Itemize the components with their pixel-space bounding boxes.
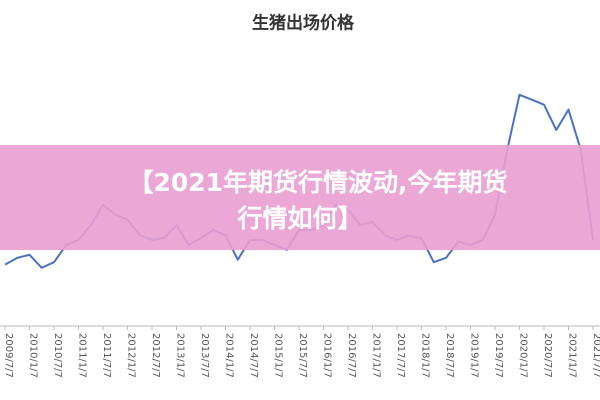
- x-tick-label: 2012/7/7: [150, 333, 161, 378]
- banner-background: [0, 145, 600, 250]
- x-tick-label: 2016/7/7: [346, 333, 357, 378]
- x-tick-label: 2010/1/7: [28, 333, 39, 378]
- x-tick-label: 2014/1/7: [224, 333, 235, 378]
- x-tick-label: 2019/1/7: [469, 333, 480, 378]
- banner-text: 【2021年期货行情波动,今年期货: [128, 168, 507, 197]
- x-tick-label: 2013/7/7: [199, 333, 210, 378]
- x-tick-label: 2011/1/7: [77, 333, 88, 378]
- x-tick-label: 2018/7/7: [444, 333, 455, 378]
- banner-text: 行情如何】: [236, 204, 362, 233]
- x-tick-label: 2016/1/7: [322, 333, 333, 378]
- x-tick-label: 2013/1/7: [175, 333, 186, 378]
- x-tick-label: 2011/7/7: [101, 333, 112, 378]
- x-tick-label: 2017/7/7: [395, 333, 406, 378]
- x-tick-label: 2018/1/7: [420, 333, 431, 378]
- plot: 2009/7/7 2010/1/7 2010/7/7 2011/1/7 2011/7/7…: [3, 93, 600, 378]
- x-tick-label: 2021/1/7: [567, 333, 578, 378]
- x-tick-label: 2014/7/7: [248, 333, 259, 378]
- x-tick-label: 2015/1/7: [273, 333, 284, 378]
- x-tick-label: 2017/1/7: [371, 333, 382, 378]
- x-tick-label: 2021/7/7: [591, 333, 600, 378]
- x-tick-label: 2015/7/7: [297, 333, 308, 378]
- x-tick-label: 2019/7/7: [493, 333, 504, 378]
- x-tick-label: 2012/1/7: [126, 333, 137, 378]
- x-tick-label: 2020/1/7: [518, 333, 529, 378]
- x-tick-label: 2010/7/7: [52, 333, 63, 378]
- chart-title: 生猪出场价格: [252, 13, 355, 34]
- x-tick-label: 2009/7/7: [3, 333, 14, 378]
- x-tick-label: 2020/7/7: [542, 333, 553, 378]
